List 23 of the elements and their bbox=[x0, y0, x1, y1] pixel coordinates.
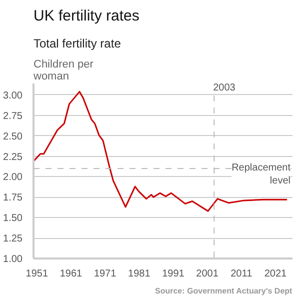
y-tick-label: 2.75 bbox=[3, 110, 23, 122]
y-tick-label: 2.25 bbox=[3, 152, 23, 163]
y-tick-label: 3.00 bbox=[3, 90, 23, 102]
y-tick-label: 1.50 bbox=[3, 213, 23, 224]
x-tick-label: 1981 bbox=[128, 268, 151, 280]
chart-subtitle: Total fertility rate bbox=[34, 36, 122, 50]
y-tick-label: 2.50 bbox=[3, 131, 23, 142]
source-note: Source: Government Actuary's Dept bbox=[155, 286, 293, 296]
x-tick-label: 2001 bbox=[196, 268, 219, 280]
ref-line-label: Replacement level bbox=[232, 162, 291, 187]
y-tick-label: 1.00 bbox=[3, 254, 23, 265]
ref-line-label: 2003 bbox=[213, 82, 236, 94]
x-tick-label: 1991 bbox=[162, 268, 185, 280]
x-tick-label: 2021 bbox=[264, 268, 288, 280]
x-tick-label: 1961 bbox=[60, 268, 83, 280]
y-tick-label: 2.00 bbox=[3, 172, 23, 184]
y-tick-label: 1.75 bbox=[3, 192, 23, 204]
y-axis-title: Children per woman bbox=[32, 58, 94, 82]
x-tick-label: 2011 bbox=[230, 268, 253, 280]
x-tick-label: 1971 bbox=[94, 268, 117, 280]
x-tick-label: 1951 bbox=[26, 268, 48, 280]
chart-title: UK fertility rates bbox=[34, 8, 140, 24]
y-tick-label: 1.25 bbox=[3, 234, 23, 245]
